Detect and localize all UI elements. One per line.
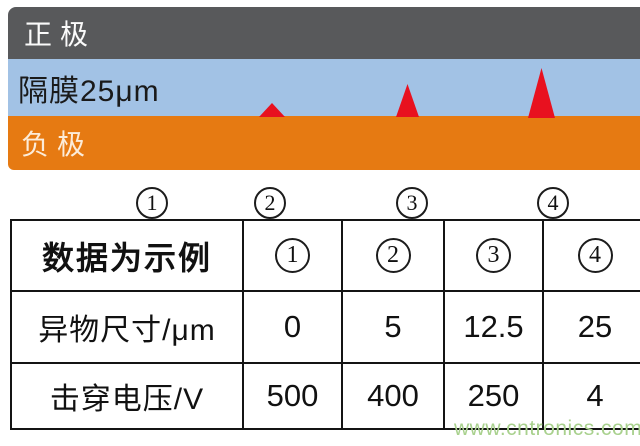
position-marker-4-label: 4 [547,190,559,215]
position-marker-1-label: 1 [146,190,158,215]
position-marker-2-label: 2 [264,190,276,215]
header-cell-3: 3 [443,219,544,292]
particle-size-value-4: 25 [542,290,640,364]
watermark: www.cntronics.com [454,417,640,440]
row-label-particle-size: 异物尺寸/μm [10,290,244,364]
header-cell-4: 4 [542,219,640,292]
position-marker-3: 3 [396,187,428,219]
positive-electrode-label: 正极 [24,19,97,50]
position-marker-4: 4 [537,187,569,219]
header-cell-2: 2 [341,219,445,292]
particle-size-value-3: 12.5 [443,290,544,364]
circled-number-4: 4 [577,238,613,273]
table-title-cell: 数据为示例 [10,219,244,292]
separator-label: 隔膜25μm [18,74,160,108]
circled-number-3: 3 [476,238,511,273]
particle-size-value-1: 0 [242,290,343,364]
breakdown-voltage-table: 数据为示例 1 2 3 4 异物尺寸/μm 0 5 12.5 25 击穿电压/V… [10,219,640,430]
layer-positive-electrode: 正极 [8,7,640,59]
layer-separator: 隔膜25μm [8,59,640,116]
negative-electrode-label: 负极 [21,129,94,160]
table-row-particle-size: 异物尺寸/μm 0 5 12.5 25 [10,290,640,364]
circled-number-2: 2 [375,238,411,273]
breakdown-voltage-value-3: 250 [443,362,544,430]
row-label-breakdown-voltage: 击穿电压/V [10,362,244,430]
position-marker-2: 2 [254,187,286,219]
particle-size-value-2: 5 [341,290,445,364]
circled-number-1: 1 [275,238,310,273]
breakdown-voltage-value-4: 4 [542,362,640,430]
position-marker-1: 1 [136,187,168,219]
breakdown-voltage-value-2: 400 [341,362,445,430]
header-cell-1: 1 [242,219,343,292]
layer-negative-electrode: 负极 [8,116,640,170]
table-header-row: 数据为示例 1 2 3 4 [10,219,640,292]
breakdown-voltage-value-1: 500 [242,362,343,430]
table-row-breakdown-voltage: 击穿电压/V 500 400 250 4 [10,362,640,430]
separator-diagram: 正极 隔膜25μm 负极 [8,7,640,170]
position-marker-3-label: 3 [406,190,418,215]
